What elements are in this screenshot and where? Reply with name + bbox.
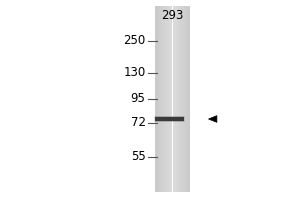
Bar [160, 6, 161, 192]
Bar [160, 6, 161, 192]
Bar [186, 6, 187, 192]
Bar [156, 6, 157, 192]
Bar [181, 6, 182, 192]
Bar [168, 6, 169, 192]
Text: 130: 130 [123, 66, 146, 79]
Bar [167, 6, 168, 192]
Bar [183, 6, 184, 192]
Bar [165, 6, 166, 192]
Bar [170, 6, 171, 192]
Bar [175, 6, 176, 192]
Text: 55: 55 [131, 150, 146, 164]
Bar [185, 6, 186, 192]
Bar [166, 6, 167, 192]
Bar [161, 6, 162, 192]
Text: 95: 95 [130, 92, 146, 106]
Bar [164, 6, 165, 192]
Bar [172, 6, 173, 192]
Bar [155, 117, 184, 121]
Text: 72: 72 [130, 116, 146, 130]
Text: 293: 293 [161, 9, 184, 22]
Bar [189, 6, 190, 192]
Bar [155, 6, 156, 192]
Bar [159, 6, 160, 192]
Bar [157, 6, 158, 192]
Bar [162, 6, 163, 192]
Bar [155, 116, 184, 122]
Bar [154, 116, 184, 122]
Bar [184, 6, 185, 192]
Bar [174, 6, 175, 192]
Bar [178, 6, 179, 192]
Bar [158, 6, 159, 192]
Bar [187, 6, 188, 192]
Bar [171, 6, 172, 192]
Bar [182, 6, 183, 192]
Bar [173, 6, 174, 192]
Bar [169, 6, 170, 192]
Bar [177, 6, 178, 192]
Bar [188, 6, 189, 192]
Bar [180, 6, 181, 192]
Text: 250: 250 [123, 34, 146, 47]
Bar [176, 6, 177, 192]
Polygon shape [208, 116, 217, 122]
Bar [179, 6, 180, 192]
Bar [163, 6, 164, 192]
